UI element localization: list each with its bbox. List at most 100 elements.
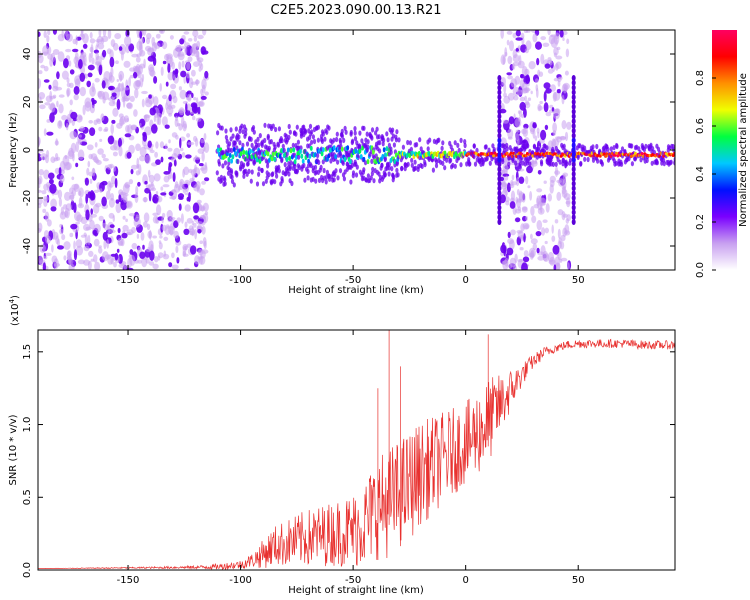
spectrogram-cell — [619, 159, 623, 165]
spectrogram-cell — [108, 197, 115, 208]
spectrogram-cell — [507, 55, 513, 65]
spectrogram-cell — [197, 34, 204, 40]
spectrogram-cell — [138, 164, 142, 175]
spectrogram-cell — [89, 86, 96, 97]
spectrogram-cell — [193, 97, 197, 101]
spectrogram-cell — [66, 82, 71, 88]
spectrogram-cell — [57, 51, 65, 62]
spectrogram-cell — [169, 195, 177, 200]
spectrogram-cell — [179, 89, 187, 100]
spectrogram-cell — [238, 140, 242, 146]
spectrogram-cell — [108, 86, 113, 91]
spectrogram-cell — [513, 264, 517, 270]
spectrogram-cell — [43, 198, 48, 207]
spectrogram-cell — [497, 195, 502, 201]
spectrogram-cell — [161, 224, 167, 232]
y-tick-label: -40 — [22, 238, 33, 254]
spectrogram-cell — [561, 157, 565, 163]
spectrogram-cell — [203, 142, 210, 153]
spectrogram-cell — [440, 145, 444, 151]
spectrogram-cell — [288, 129, 292, 135]
spectrogram-cell — [101, 180, 108, 186]
spectrogram-cell — [507, 231, 511, 239]
spectrogram-cell — [515, 48, 519, 52]
spectrogram-cell — [59, 174, 65, 184]
spectrogram-cell — [42, 51, 49, 55]
spectrogram-cell — [473, 161, 478, 167]
spectrogram-cell — [148, 240, 154, 252]
spectrogram-cell — [232, 182, 236, 188]
spectrogram-cell — [89, 178, 93, 184]
spectrogram-cell — [45, 235, 51, 244]
spectrogram-cell — [547, 30, 551, 36]
snr-scale-exponent: 4 — [8, 298, 16, 303]
spectrogram-cell — [566, 214, 571, 222]
spectrogram-cell — [591, 157, 596, 163]
spectrogram-cell — [122, 96, 126, 108]
spectrogram-cell — [128, 77, 132, 87]
spectrogram-cell — [441, 160, 445, 166]
spectrogram-cell — [634, 151, 637, 155]
spectrogram-cell — [38, 197, 43, 205]
spectrogram-cell — [509, 40, 514, 52]
snr-panel: -150 -100 -50 0 50 0.0 0.5 1.0 1.5 Height of st… — [8, 295, 676, 596]
spectrogram-cell — [552, 91, 557, 102]
spectrogram-cell — [289, 148, 293, 154]
spectrogram-cell — [497, 147, 502, 153]
spectrogram-cell — [44, 211, 50, 222]
spectrogram-cell — [303, 148, 307, 154]
colorbar-tick-label: 0.6 — [695, 118, 706, 134]
spectrogram-cell — [383, 172, 387, 178]
spectrogram-cell — [383, 156, 387, 162]
spectrogram-cell — [174, 118, 179, 128]
spectrogram-cell — [147, 230, 153, 239]
spectrogram-cell — [139, 50, 146, 57]
spectrogram-cell — [180, 70, 187, 78]
spectrogram-cell — [343, 125, 347, 131]
spectrogram-cell — [73, 56, 79, 65]
colorbar-tick-label: 0.4 — [695, 166, 706, 182]
spectrogram-cell — [614, 160, 618, 166]
spectrogram-cell — [232, 147, 236, 153]
spectrogram-cell — [52, 30, 57, 35]
spectrogram-cell — [553, 264, 557, 270]
spectrogram-cell — [507, 161, 511, 167]
spectrogram-cell — [171, 61, 176, 70]
spectrogram-cell — [130, 125, 137, 131]
spectrogram-cell — [73, 86, 80, 95]
spectrogram-cell — [250, 169, 254, 175]
spectrogram-cell — [139, 146, 147, 157]
spectrogram-cell — [637, 146, 641, 152]
spectrogram-cell — [355, 164, 359, 170]
spectrogram-cell — [536, 146, 541, 152]
spectrogram-cell — [400, 165, 404, 171]
spectrogram-cell — [552, 122, 557, 133]
colorbar-tick-label: 0.8 — [695, 70, 706, 86]
spectrogram-cell — [129, 75, 134, 79]
spectrogram-cell — [88, 171, 94, 177]
spectrogram-cell — [121, 232, 128, 239]
spectrogram-cell — [202, 237, 207, 247]
spectrogram-cell — [406, 161, 410, 167]
spectrogram-cell — [261, 181, 266, 187]
spectrogram-cell — [313, 152, 317, 158]
spectrogram-cell — [561, 120, 567, 130]
spectrogram-cell — [230, 147, 234, 153]
spectrogram-cell — [104, 126, 109, 132]
spectrogram-cell — [276, 142, 281, 148]
spectrogram-cell — [519, 247, 524, 251]
spectrogram-cell — [78, 59, 83, 69]
spectrogram-cell — [564, 70, 569, 76]
spectrogram-cell — [260, 167, 264, 174]
spectrogram-cell — [129, 249, 134, 255]
spectrogram-cell — [518, 161, 522, 167]
spectrogram-cell — [571, 84, 576, 91]
spectrogram-cell — [394, 137, 398, 143]
spectrogram-cell — [140, 232, 145, 241]
spectrogram-cell — [143, 212, 150, 223]
spectrogram-cell — [69, 69, 75, 75]
spectrogram-cell — [143, 221, 148, 228]
spectrogram-cell — [152, 196, 159, 204]
spectrogram-cell — [82, 104, 86, 116]
spectrogram-cell — [161, 116, 168, 127]
